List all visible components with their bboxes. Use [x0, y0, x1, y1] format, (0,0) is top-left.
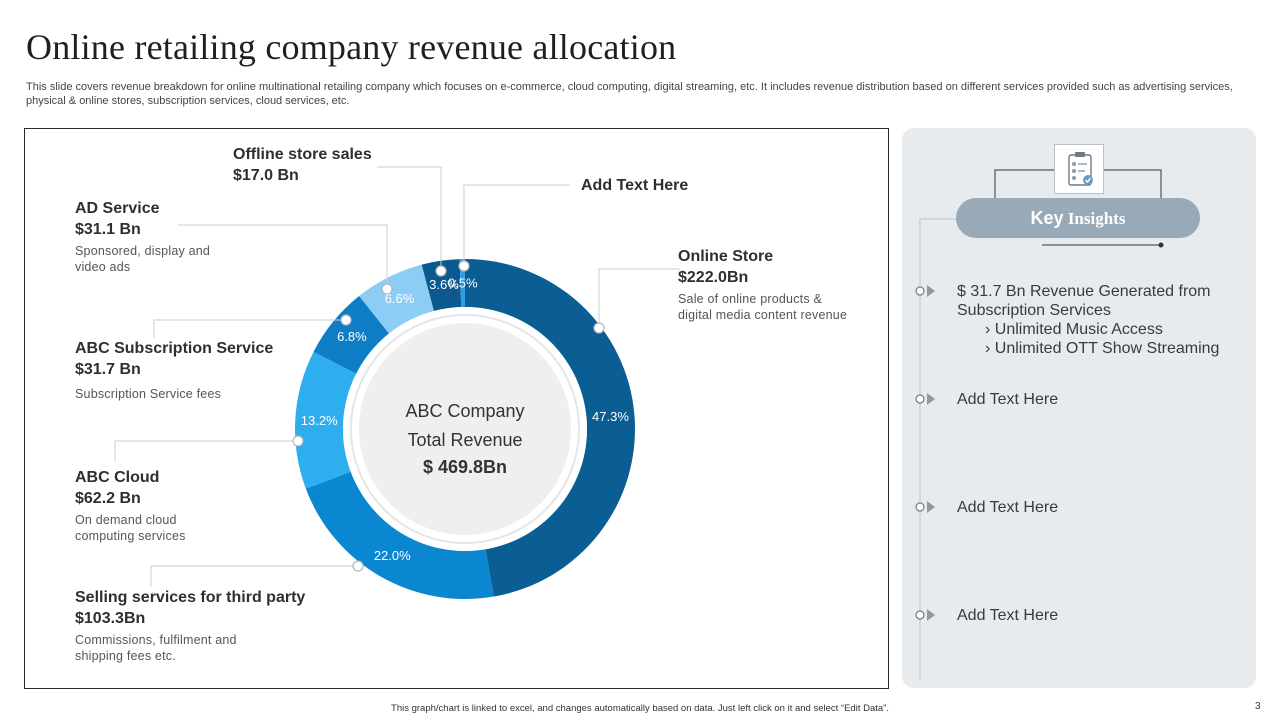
donut-slice-abc-cloud[interactable]: [295, 351, 357, 489]
timeline-arrow-2: [927, 393, 935, 405]
connector-subscription: [153, 319, 345, 338]
label-subscription-name: ABC Subscription Service: [75, 340, 274, 357]
label-selling-desc: Commissions, fulfilment and shipping fee…: [75, 632, 305, 664]
center-total-label: Total Revenue: [407, 430, 523, 450]
insight-1-line2: Subscription Services: [957, 302, 1111, 319]
label-online-desc-line2: digital media content revenue: [678, 308, 848, 322]
footer-note: This graph/chart is linked to excel, and…: [391, 703, 889, 714]
timeline-arrow-4: [927, 609, 935, 621]
marker-add-text: [458, 260, 470, 272]
label-online-desc-line1: Sale of online products &: [678, 292, 822, 306]
marker-cloud: [292, 435, 304, 447]
marker-online-store: [593, 322, 605, 334]
label-online-store: Online Store $222.0Bn Sale of online pro…: [678, 247, 847, 323]
center-company: ABC Company: [405, 401, 525, 421]
donut-slice-abc-subscription-service[interactable]: [313, 295, 390, 374]
slice-label-7: 0.5%: [448, 276, 478, 291]
insight-item-1: $ 31.7 Bn Revenue Generated from Subscri…: [957, 282, 1219, 358]
label-ad-service: AD Service $31.1 Bn Sponsored, display a…: [75, 199, 210, 275]
timeline-node-2: [915, 394, 925, 404]
center-total-value: $ 469.8Bn: [422, 457, 508, 477]
badge-key: Key: [1030, 208, 1064, 228]
slice-label-4: 6.8%: [337, 329, 367, 344]
slice-label-2: 22.0%: [374, 548, 411, 563]
label-online-name: Online Store: [678, 248, 774, 265]
label-online-desc: Sale of online products & digital media …: [678, 291, 847, 323]
label-online-value: $222.0Bn: [678, 269, 749, 286]
donut-slice-selling-services-for-third-party[interactable]: [305, 471, 494, 599]
slice-label-3: 13.2%: [301, 413, 338, 428]
label-selling-value: $103.3Bn: [75, 610, 146, 627]
page-number: 3: [1255, 701, 1261, 712]
slice-label-5: 6.6%: [385, 291, 415, 306]
label-cloud-desc: On demand cloud computing services: [75, 512, 186, 544]
donut-center-disc: [359, 323, 571, 535]
key-insights-badge: Key Insights: [956, 198, 1200, 238]
donut-slice-offline-store-sales[interactable]: [421, 259, 462, 312]
marker-offline: [435, 265, 447, 277]
connector-online-store: [598, 268, 680, 327]
label-add-text: Add Text Here: [581, 176, 688, 196]
donut-slice-online-store[interactable]: [465, 259, 636, 597]
slide-title: Online retailing company revenue allocat…: [26, 27, 677, 67]
timeline-arrow-3: [927, 501, 935, 513]
timeline-arrow-1: [927, 285, 935, 297]
label-selling-desc-line2: shipping fees etc.: [75, 649, 176, 663]
connector-cloud: [114, 440, 297, 461]
label-offline-value: $17.0 Bn: [233, 167, 299, 184]
label-ad-desc-line1: Sponsored, display and: [75, 244, 211, 258]
insight-item-4: Add Text Here: [957, 607, 1059, 624]
label-ad-name: AD Service: [75, 200, 160, 217]
label-selling: Selling services for third party $103.3B…: [75, 588, 305, 664]
connector-offline: [377, 166, 442, 269]
marker-ad-service: [381, 283, 393, 295]
insight-1-sub2: › Unlimited OTT Show Streaming: [985, 340, 1220, 357]
label-offline-store: Offline store sales $17.0 Bn: [233, 145, 372, 186]
badge-insights: Insights: [1063, 209, 1126, 228]
clipboard-icon: [1054, 144, 1104, 194]
marker-selling: [352, 560, 364, 572]
slice-label-1: 47.3%: [592, 409, 629, 424]
label-cloud-desc-line1: On demand cloud: [75, 513, 177, 527]
label-add-text-name: Add Text Here: [581, 177, 689, 194]
label-offline-name: Offline store sales: [233, 146, 372, 163]
label-ad-desc-line2: video ads: [75, 260, 131, 274]
connector-selling: [150, 565, 358, 587]
donut-slice-ad-service[interactable]: [359, 264, 434, 334]
chart-panel: 47.3% 22.0% 13.2% 6.8% 6.6% 3.6% 0.5% ABC Comp…: [24, 128, 889, 689]
insight-1-sub1: › Unlimited Music Access: [985, 321, 1163, 338]
insight-item-3: Add Text Here: [957, 499, 1059, 516]
label-ad-value: $31.1 Bn: [75, 221, 141, 238]
donut-chart[interactable]: 47.3% 22.0% 13.2% 6.8% 6.6% 3.6%0.5%: [25, 129, 890, 690]
donut-inner-outline: [350, 314, 580, 544]
timeline-node-4: [915, 610, 925, 620]
key-insights-panel: Key Insights $ 31.7 Bn Revenue Generated…: [902, 128, 1256, 688]
connector-add-text: [463, 184, 570, 262]
connector-ad-service: [178, 224, 388, 289]
marker-subscription: [340, 314, 352, 326]
label-cloud-desc-line2: computing services: [75, 529, 186, 543]
label-selling-name: Selling services for third party: [75, 589, 306, 606]
donut-center: ABC Company Total Revenue $ 469.8Bn: [360, 397, 570, 479]
timeline-node-3: [915, 502, 925, 512]
label-ad-desc: Sponsored, display and video ads: [75, 243, 210, 275]
slice-label-6: 3.6%: [429, 277, 459, 292]
label-subscription-desc: Subscription Service fees: [75, 387, 222, 401]
slide-subtitle: This slide covers revenue breakdown for …: [26, 81, 1233, 107]
label-cloud-value: $62.2 Bn: [75, 490, 141, 507]
insights-connectors: [915, 169, 1164, 680]
label-cloud-name: ABC Cloud: [75, 469, 160, 486]
insight-item-2: Add Text Here: [957, 391, 1059, 408]
label-subscription: ABC Subscription Service $31.7 Bn Subscr…: [75, 339, 273, 402]
label-selling-desc-line1: Commissions, fulfilment and: [75, 633, 237, 647]
label-cloud: ABC Cloud $62.2 Bn On demand cloud compu…: [75, 468, 186, 544]
label-subscription-value: $31.7 Bn: [75, 361, 141, 378]
timeline-node-1: [915, 286, 925, 296]
insight-1-line1: $ 31.7 Bn Revenue Generated from: [957, 283, 1211, 300]
